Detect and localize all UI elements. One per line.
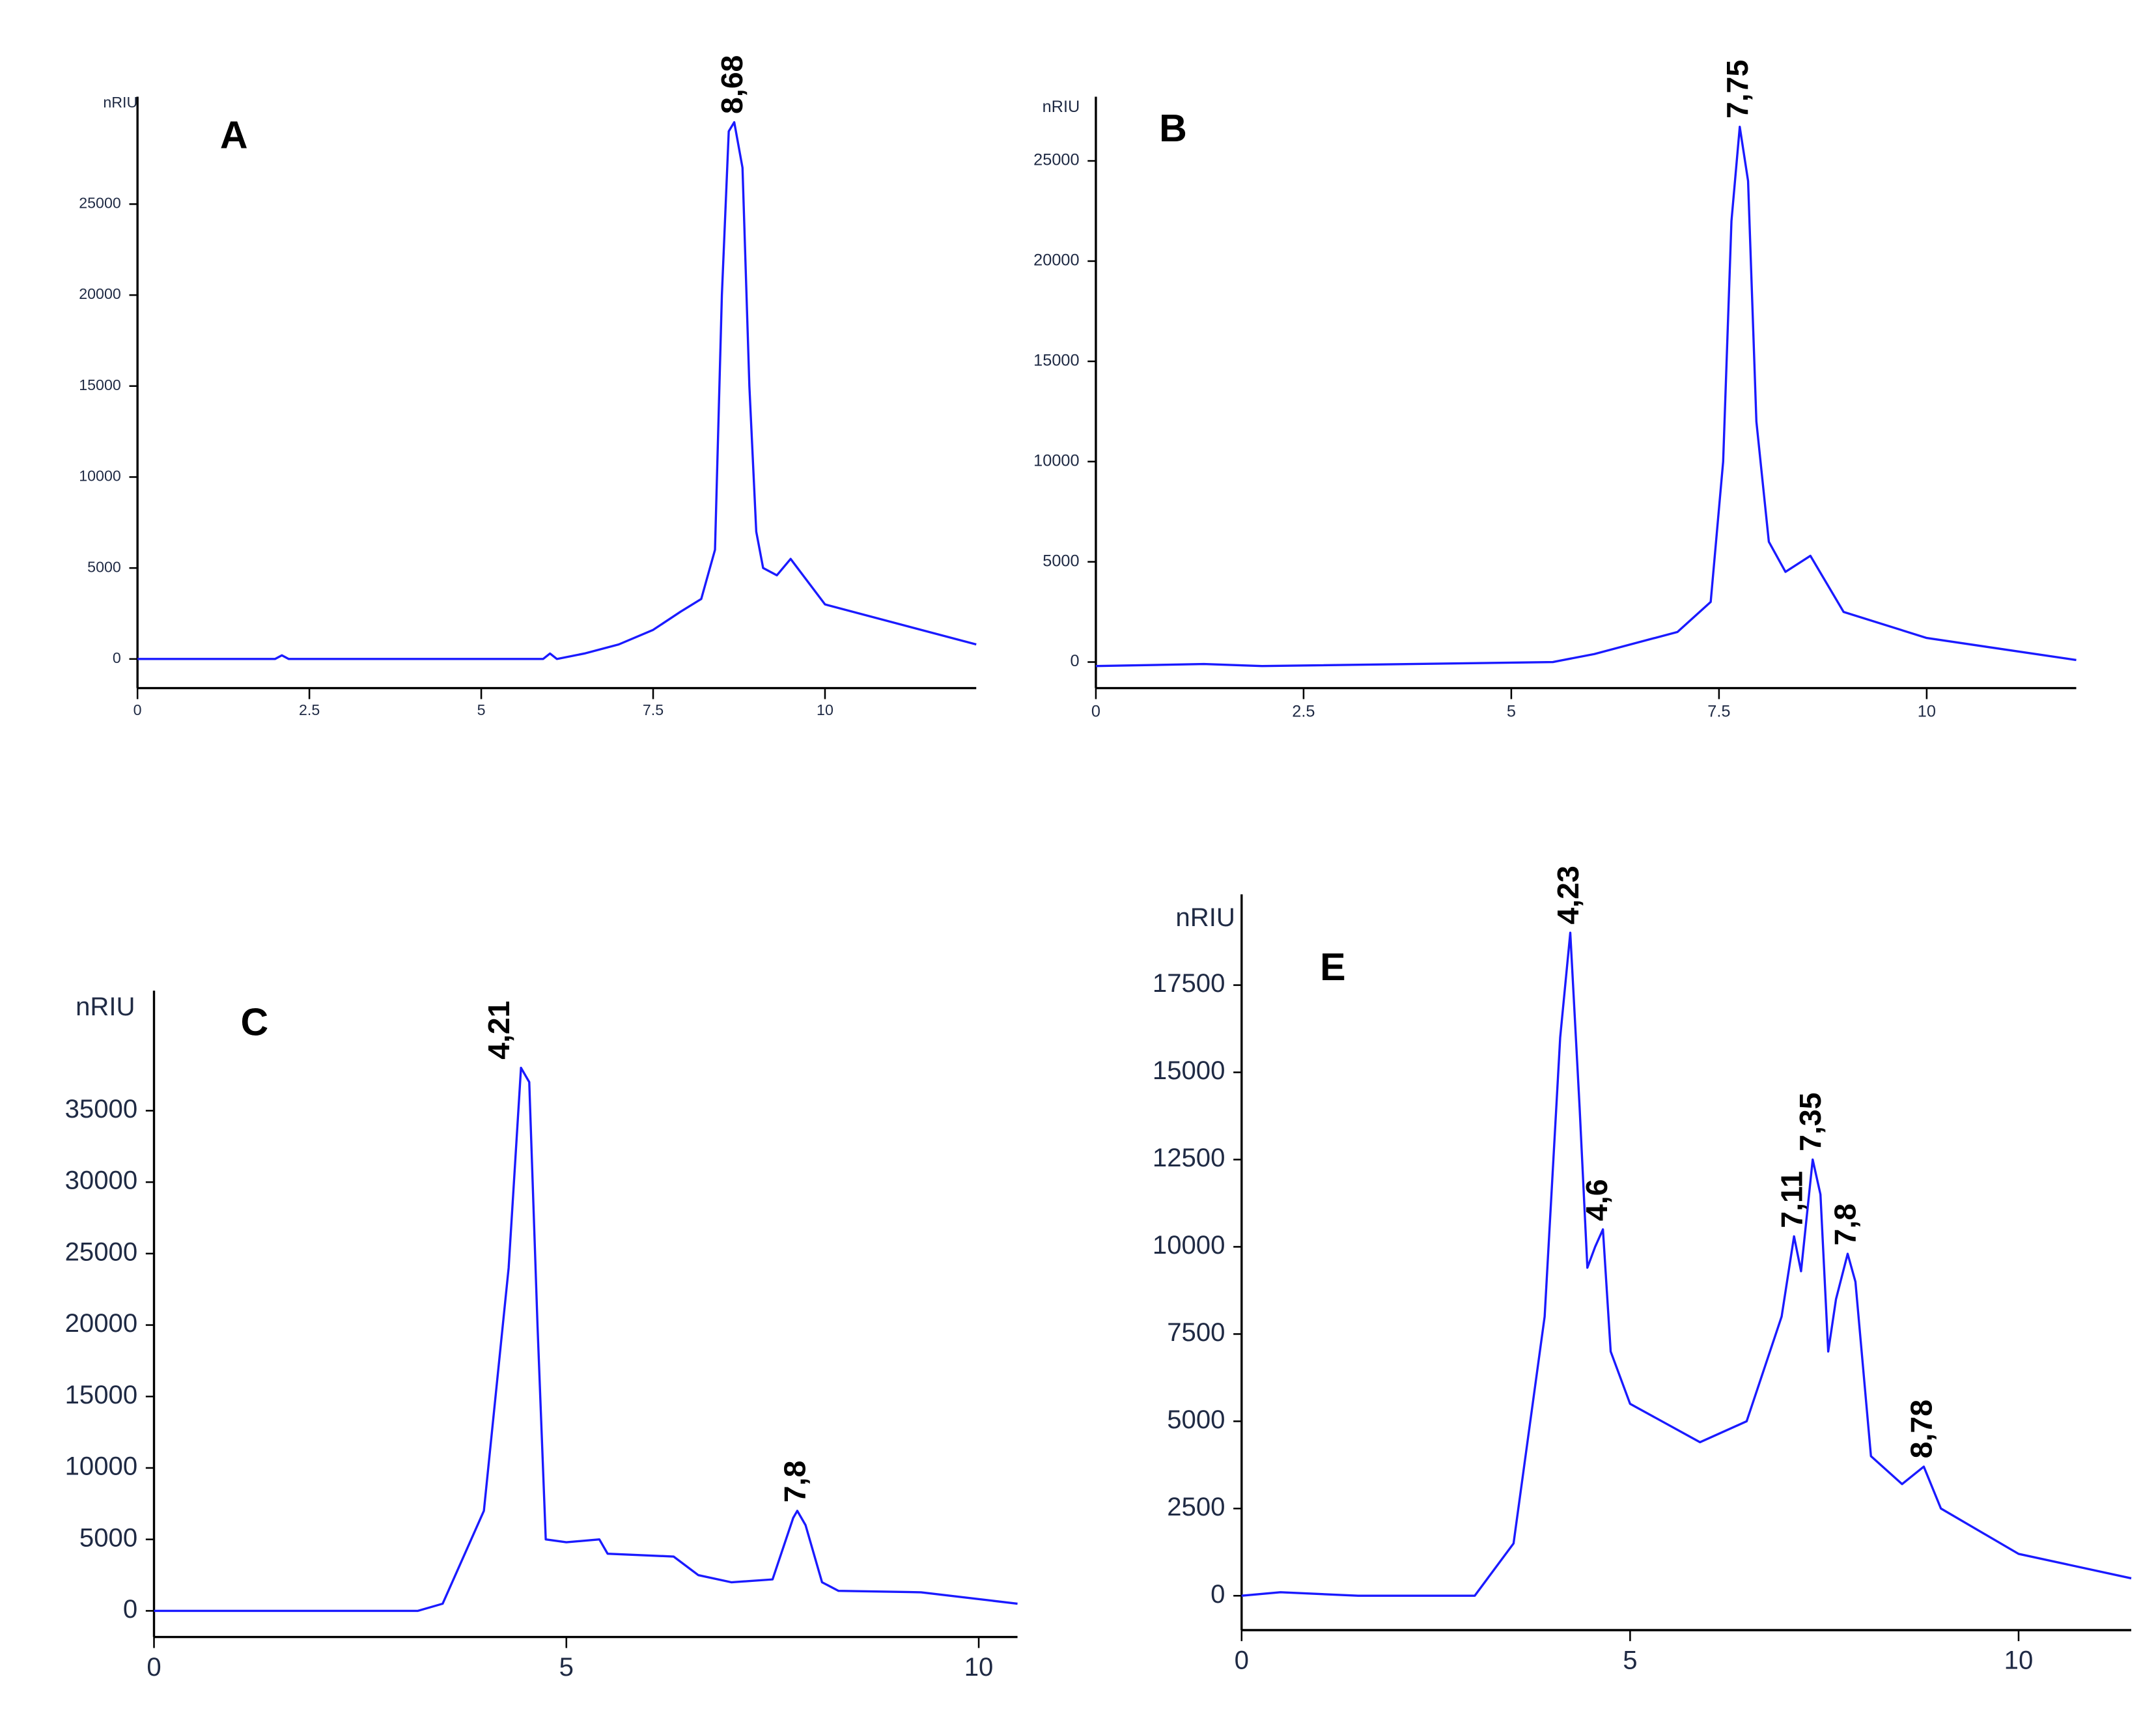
y-tick-label: 10000: [1033, 451, 1079, 470]
y-tick-label: 25000: [65, 1237, 138, 1266]
x-tick-label: 5: [1507, 702, 1516, 720]
x-tick-label: 10: [964, 1652, 994, 1682]
panel-label: E: [1320, 945, 1345, 989]
x-tick-label: 0: [1091, 702, 1100, 720]
y-tick-label: 20000: [1033, 251, 1079, 270]
x-tick-label: 10: [1918, 702, 1936, 720]
y-tick-label: 10000: [1153, 1230, 1225, 1260]
y-tick-label: 20000: [65, 1308, 138, 1338]
x-tick-label: 0: [147, 1652, 161, 1682]
peak-label: 7,75: [1720, 60, 1754, 119]
peak-label: 8,78: [1905, 1400, 1939, 1458]
y-tick-label: 5000: [1043, 552, 1079, 570]
y-tick-label: 5000: [79, 1523, 137, 1552]
y-axis-label: nRIU: [1175, 903, 1235, 932]
y-tick-label: 17500: [1153, 968, 1225, 998]
peak-label: 7,35: [1793, 1092, 1827, 1151]
x-tick-label: 10: [2004, 1646, 2034, 1675]
peak-label: 8,68: [715, 55, 749, 114]
y-tick-label: 0: [123, 1594, 137, 1624]
y-tick-label: 0: [1071, 652, 1080, 670]
y-tick-label: 30000: [65, 1166, 138, 1195]
trace: [1241, 931, 2132, 1597]
x-tick-label: 5: [559, 1652, 574, 1682]
trace: [154, 1066, 1018, 1613]
panel-label: A: [220, 113, 248, 157]
y-tick-label: 7500: [1167, 1318, 1225, 1347]
y-axis-label: nRIU: [103, 94, 137, 111]
y-tick-label: 10000: [65, 1452, 138, 1481]
y-tick-label: 35000: [65, 1094, 138, 1123]
y-tick-label: 12500: [1153, 1143, 1225, 1172]
y-tick-label: 2500: [1167, 1492, 1225, 1521]
x-tick-label: 0: [133, 701, 142, 718]
panel-label: C: [241, 1000, 269, 1044]
y-tick-label: 15000: [65, 1380, 138, 1409]
panel-label: B: [1159, 106, 1187, 150]
y-tick-label: 25000: [79, 195, 121, 212]
trace: [137, 120, 977, 660]
x-tick-label: 2.5: [299, 701, 320, 718]
y-tick-label: 5000: [87, 558, 121, 575]
y-axis-label: nRIU: [1043, 98, 1080, 116]
x-tick-label: 10: [817, 701, 833, 718]
y-tick-label: 15000: [79, 376, 121, 393]
x-tick-label: 0: [1235, 1646, 1249, 1675]
y-tick-label: 25000: [1033, 151, 1079, 169]
y-tick-label: 0: [113, 649, 121, 666]
x-tick-label: 2.5: [1292, 702, 1315, 720]
trace: [1095, 126, 2077, 668]
peak-label: 7,11: [1774, 1171, 1808, 1228]
y-tick-label: 20000: [79, 285, 121, 302]
y-axis-label: nRIU: [76, 992, 135, 1021]
peak-label: 7,8: [778, 1461, 812, 1503]
y-tick-label: 10000: [79, 468, 121, 485]
x-tick-label: 5: [1623, 1646, 1637, 1675]
x-tick-label: 7.5: [1707, 702, 1730, 720]
y-tick-label: 15000: [1153, 1056, 1225, 1085]
peak-label: 7,8: [1828, 1204, 1862, 1246]
x-tick-label: 7.5: [643, 701, 664, 718]
peak-label: 4,23: [1551, 866, 1585, 924]
y-tick-label: 15000: [1033, 352, 1079, 370]
x-tick-label: 5: [477, 701, 486, 718]
y-tick-label: 5000: [1167, 1405, 1225, 1434]
y-tick-label: 0: [1211, 1579, 1225, 1609]
peak-label: 4,6: [1580, 1179, 1614, 1221]
peak-label: 4,21: [482, 1001, 516, 1060]
